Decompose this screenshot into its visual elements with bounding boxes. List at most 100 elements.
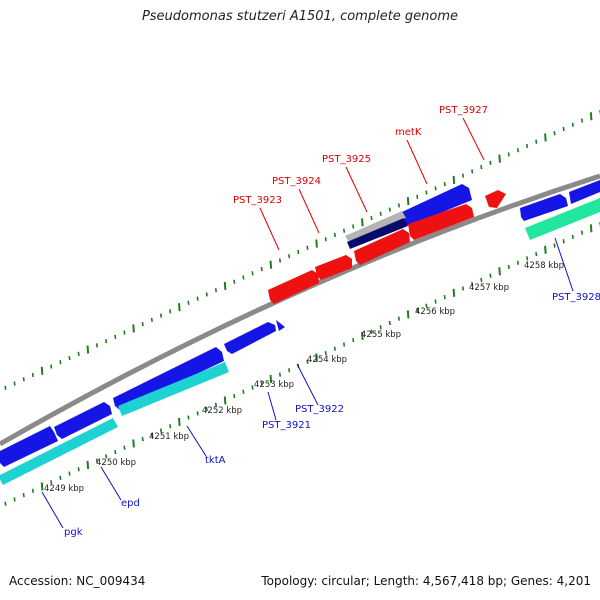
outer-tick bbox=[278, 258, 282, 263]
gene-label-bottom[interactable]: PST_3921 bbox=[262, 420, 311, 431]
gene-arrow-metK[interactable] bbox=[402, 184, 472, 226]
inner-tick bbox=[315, 353, 318, 362]
cds-green-PST_3928[interactable] bbox=[525, 198, 600, 240]
gene-label-bottom[interactable]: PST_3922 bbox=[295, 404, 344, 415]
outer-tick bbox=[397, 203, 401, 208]
gene-arrow-PST_3921[interactable] bbox=[224, 322, 276, 354]
inner-tick bbox=[22, 492, 25, 498]
tick-marks bbox=[4, 110, 600, 506]
outer-tick bbox=[159, 313, 163, 318]
inner-tick bbox=[278, 372, 282, 377]
inner-tick bbox=[50, 480, 53, 485]
gene-label-top[interactable]: metK bbox=[395, 127, 422, 138]
outer-tick bbox=[22, 377, 25, 382]
outer-tick bbox=[306, 245, 309, 250]
inner-tick bbox=[489, 273, 492, 278]
outer-tick bbox=[141, 322, 144, 327]
scale-labels: 4249 kbp 4250 kbp 4251 kbp 4252 kbp 4253 kbp… bbox=[44, 261, 564, 494]
gene-label-top[interactable]: PST_3925 bbox=[322, 154, 371, 165]
inner-tick bbox=[132, 439, 135, 448]
inner-tick bbox=[498, 267, 501, 276]
gene-label-bottom[interactable]: PST_3928 bbox=[552, 292, 600, 303]
gene-arrow-PST_3928[interactable] bbox=[520, 194, 568, 221]
scale-label: 4252 kbp bbox=[202, 406, 242, 416]
cds-cyan-tktA[interactable] bbox=[118, 362, 229, 416]
outer-tick bbox=[406, 197, 410, 206]
inner-tick bbox=[361, 331, 364, 340]
leader-line bbox=[345, 166, 368, 213]
gene-label-top[interactable]: PST_3927 bbox=[439, 105, 488, 116]
topology-summary: Topology: circular; Length: 4,567,418 bp… bbox=[261, 574, 591, 588]
inner-tick bbox=[214, 402, 218, 407]
inner-tick bbox=[507, 264, 510, 270]
inner-tick bbox=[40, 482, 44, 491]
inner-tick bbox=[86, 460, 90, 470]
outer-tick bbox=[123, 330, 126, 335]
feature-grey[interactable] bbox=[345, 211, 406, 242]
outer-tick bbox=[223, 281, 227, 291]
outer-tick bbox=[178, 303, 181, 312]
inner-tick bbox=[589, 224, 593, 233]
inner-tick bbox=[260, 381, 263, 386]
gene-label-bottom[interactable]: epd bbox=[121, 498, 140, 509]
inner-tick bbox=[388, 320, 391, 326]
inner-tick bbox=[68, 471, 71, 476]
leader-line bbox=[41, 491, 64, 529]
cds-cyan-pgk[interactable] bbox=[0, 418, 118, 485]
outer-tick bbox=[471, 169, 474, 174]
inner-tick bbox=[553, 243, 556, 248]
inner-tick bbox=[13, 497, 16, 502]
gene-arrow-tktA[interactable] bbox=[113, 347, 224, 410]
gene-arrow-epd[interactable] bbox=[54, 402, 112, 439]
gene-arrow-PST_3927[interactable] bbox=[485, 190, 506, 208]
outer-tick bbox=[461, 173, 465, 178]
gene-arrow-next[interactable] bbox=[569, 180, 600, 204]
inner-tick bbox=[571, 234, 574, 240]
outer-tick bbox=[516, 148, 520, 153]
inner-tick bbox=[535, 252, 538, 257]
gene-arrow-PST_3922[interactable] bbox=[276, 320, 285, 331]
feature-track bbox=[0, 180, 600, 485]
gene-label-top[interactable]: PST_3923 bbox=[233, 195, 282, 206]
outer-tick bbox=[525, 143, 529, 149]
gene-arrow-PST_3925[interactable] bbox=[354, 229, 410, 265]
inner-tick bbox=[342, 342, 346, 347]
gene-label-top[interactable]: PST_3924 bbox=[272, 176, 321, 187]
outer-tick bbox=[388, 207, 391, 212]
scale-label: 4255 kbp bbox=[361, 330, 401, 340]
inner-tick bbox=[443, 295, 446, 300]
inner-tick bbox=[4, 501, 7, 506]
scale-label: 4257 kbp bbox=[469, 283, 509, 293]
outer-tick bbox=[361, 218, 364, 227]
outer-tick bbox=[507, 152, 510, 157]
gene-arrow-pgk[interactable] bbox=[0, 426, 58, 467]
outer-tick bbox=[132, 324, 135, 333]
inner-tick bbox=[416, 307, 419, 313]
inner-tick bbox=[95, 458, 99, 463]
gene-arrow-PST_3923[interactable] bbox=[268, 270, 319, 304]
outer-tick bbox=[562, 126, 565, 132]
outer-tick bbox=[342, 228, 346, 233]
outer-tick bbox=[68, 355, 71, 361]
outer-tick bbox=[498, 154, 501, 163]
outer-tick bbox=[370, 215, 373, 221]
outer-tick bbox=[95, 343, 99, 348]
scale-label: 4249 kbp bbox=[44, 484, 84, 494]
inner-tick bbox=[269, 374, 273, 383]
gene-arrow-metK-rev[interactable] bbox=[408, 204, 474, 240]
inner-tick bbox=[150, 432, 153, 437]
outer-tick bbox=[86, 345, 90, 354]
feature-navy[interactable] bbox=[347, 218, 408, 249]
gene-label-bottom[interactable]: pgk bbox=[64, 527, 83, 538]
gene-label-bottom[interactable]: tktA bbox=[205, 455, 226, 466]
inner-tick bbox=[233, 394, 236, 399]
scale-label: 4254 kbp bbox=[307, 355, 347, 365]
outer-tick bbox=[214, 288, 218, 293]
gene-arrow-PST_3924[interactable] bbox=[315, 255, 352, 280]
leader-line bbox=[462, 117, 485, 161]
outer-tick bbox=[544, 133, 547, 142]
inner-tick bbox=[31, 488, 34, 493]
leader-line bbox=[406, 139, 428, 185]
